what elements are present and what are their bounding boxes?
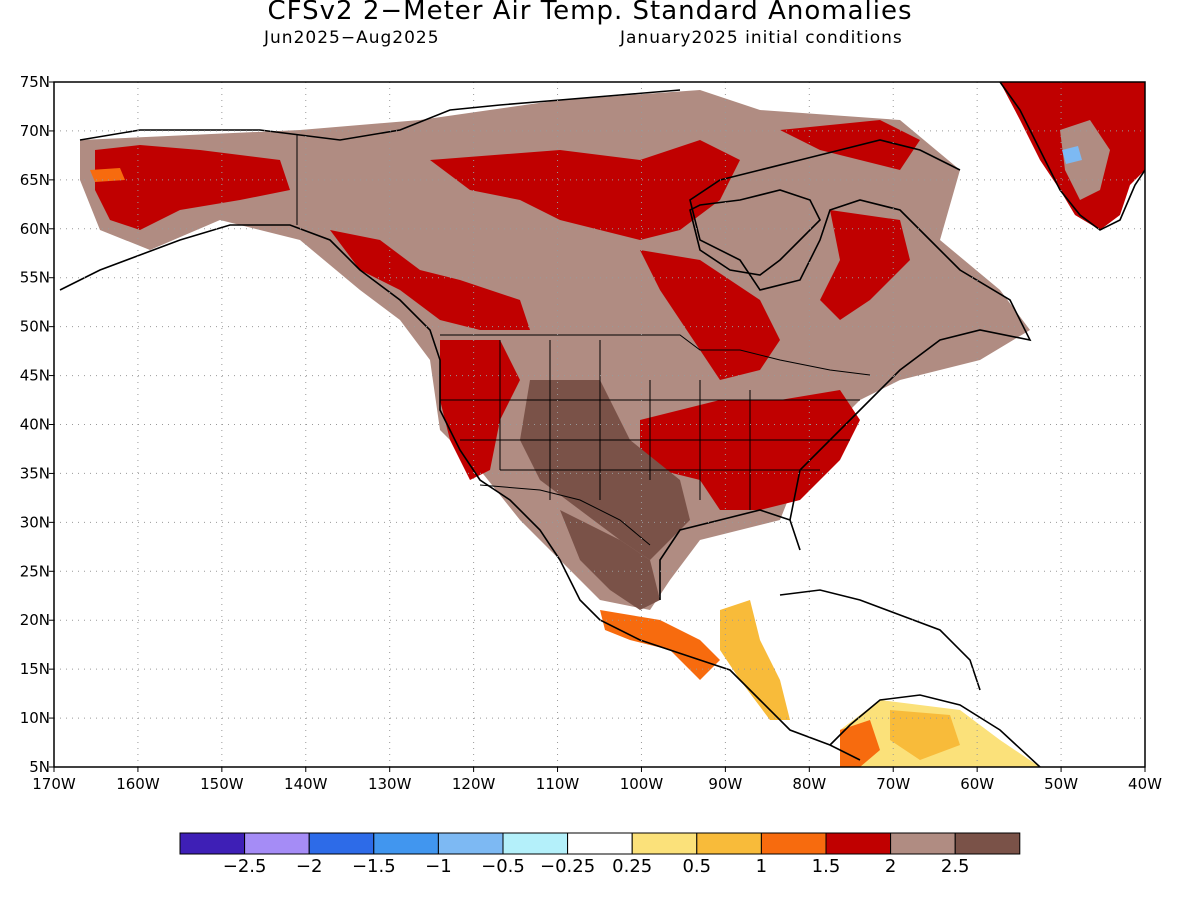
latitude-label: 25N [20,562,50,580]
coastlines [59,82,1145,767]
colorbar-labels: −2.5 −2 −1.5 −1 −0.5 −0.25 0.25 0.5 1 1.5 2 2.5 [223,856,970,877]
longitude-labels: 170W 160W 150W 140W 130W 120W 110W 100W 90W 80W 70… [32,767,1162,793]
colorbar-label: 1.5 [812,856,841,877]
latitude-label: 15N [20,660,50,678]
colorbar-swatch [954,832,1021,855]
longitude-label: 50W [1044,775,1078,793]
us-canada-border [440,334,871,376]
canada-anomaly-1 [430,140,740,240]
quebec-anomaly [820,210,910,320]
colorbar-label: −0.25 [540,856,595,877]
longitude-label: 100W [620,775,664,793]
colorbar-label: 0.25 [612,856,652,877]
colorbar-swatch [825,832,892,855]
longitude-label: 110W [536,775,580,793]
hudson-bay-coast [689,189,821,276]
alaska-orange [90,168,125,182]
longitude-label: 90W [708,775,742,793]
colorbar-label: 0.5 [682,856,711,877]
latitude-label: 45N [20,367,50,385]
alaska-coast [79,89,681,141]
colorbar-label: −0.5 [481,856,525,877]
forecast-period: Jun2025−Aug2025 [264,28,440,48]
colorbar-swatch [890,832,956,855]
latitude-label: 30N [20,513,50,531]
alaska-anomaly [95,145,290,230]
latitude-label: 10N [20,709,50,727]
longitude-label: 140W [284,775,328,793]
colorbar-swatch [373,832,439,855]
longitude-label: 80W [792,775,826,793]
latitude-label: 65N [20,171,50,189]
south-america-coast [829,694,1041,767]
colorbar-label: 2 [885,856,896,877]
longitude-label: 170W [32,775,76,793]
state-lines [440,340,860,510]
latitude-labels: 75N 70N 65N 60N 55N 50N 45N 40N 35N 30N 25N 20N 15N 1… [20,73,54,776]
colorbar-swatch [760,832,827,855]
south-america-warm [890,710,960,760]
colorbar [179,832,1021,855]
political-boundaries [296,135,871,546]
colorbar-label: 2.5 [941,856,970,877]
map-title: CFSv2 2−Meter Air Temp. Standard Anomali… [267,0,913,26]
latitude-label: 20N [20,611,50,629]
colorbar-label: −1.5 [352,856,396,877]
gulf-coast [659,139,1032,600]
colorbar-swatch [696,832,762,855]
colorbar-label: −2 [296,856,323,877]
mexico-hot [560,510,660,610]
us-mexico-border [479,484,651,546]
latitude-label: 35N [20,464,50,482]
latitude-label: 55N [20,269,50,287]
colorbar-label: −1 [425,856,452,877]
longitude-label: 160W [116,775,160,793]
colorbar-swatch [631,832,698,855]
latitude-label: 40N [20,416,50,434]
colorbar-swatch [567,832,633,855]
colorbar-swatch [437,832,504,855]
greenland-cool-spot [1062,146,1082,164]
colorbar-swatch [244,832,310,855]
caribbean-coast [779,589,981,691]
latitude-label: 5N [29,758,50,776]
greenland-warm-patch [1060,120,1110,200]
colorbar-label: −2.5 [223,856,267,877]
longitude-label: 40W [1128,775,1162,793]
colorbar-label: 1 [756,856,767,877]
latitude-label: 60N [20,220,50,238]
latitude-label: 75N [20,73,50,91]
colorbar-swatch [308,832,375,855]
longitude-label: 120W [452,775,496,793]
longitude-label: 60W [960,775,994,793]
greenland-coast [999,82,1145,231]
canada-anomaly-2 [330,230,530,330]
map-grid [54,82,1145,767]
hudson-anomaly [640,250,780,380]
central-america-moderate [600,610,720,680]
initial-conditions: January2025 initial conditions [620,28,903,48]
longitude-label: 70W [876,775,910,793]
north-america-coast [59,224,861,761]
colorbar-swatch [179,832,246,855]
longitude-label: 130W [368,775,412,793]
arctic-anomaly [780,120,920,170]
longitude-label: 150W [200,775,244,793]
latitude-label: 70N [20,122,50,140]
colorbar-swatch [502,832,569,855]
latitude-label: 50N [20,318,50,336]
central-america-mild [720,600,790,720]
